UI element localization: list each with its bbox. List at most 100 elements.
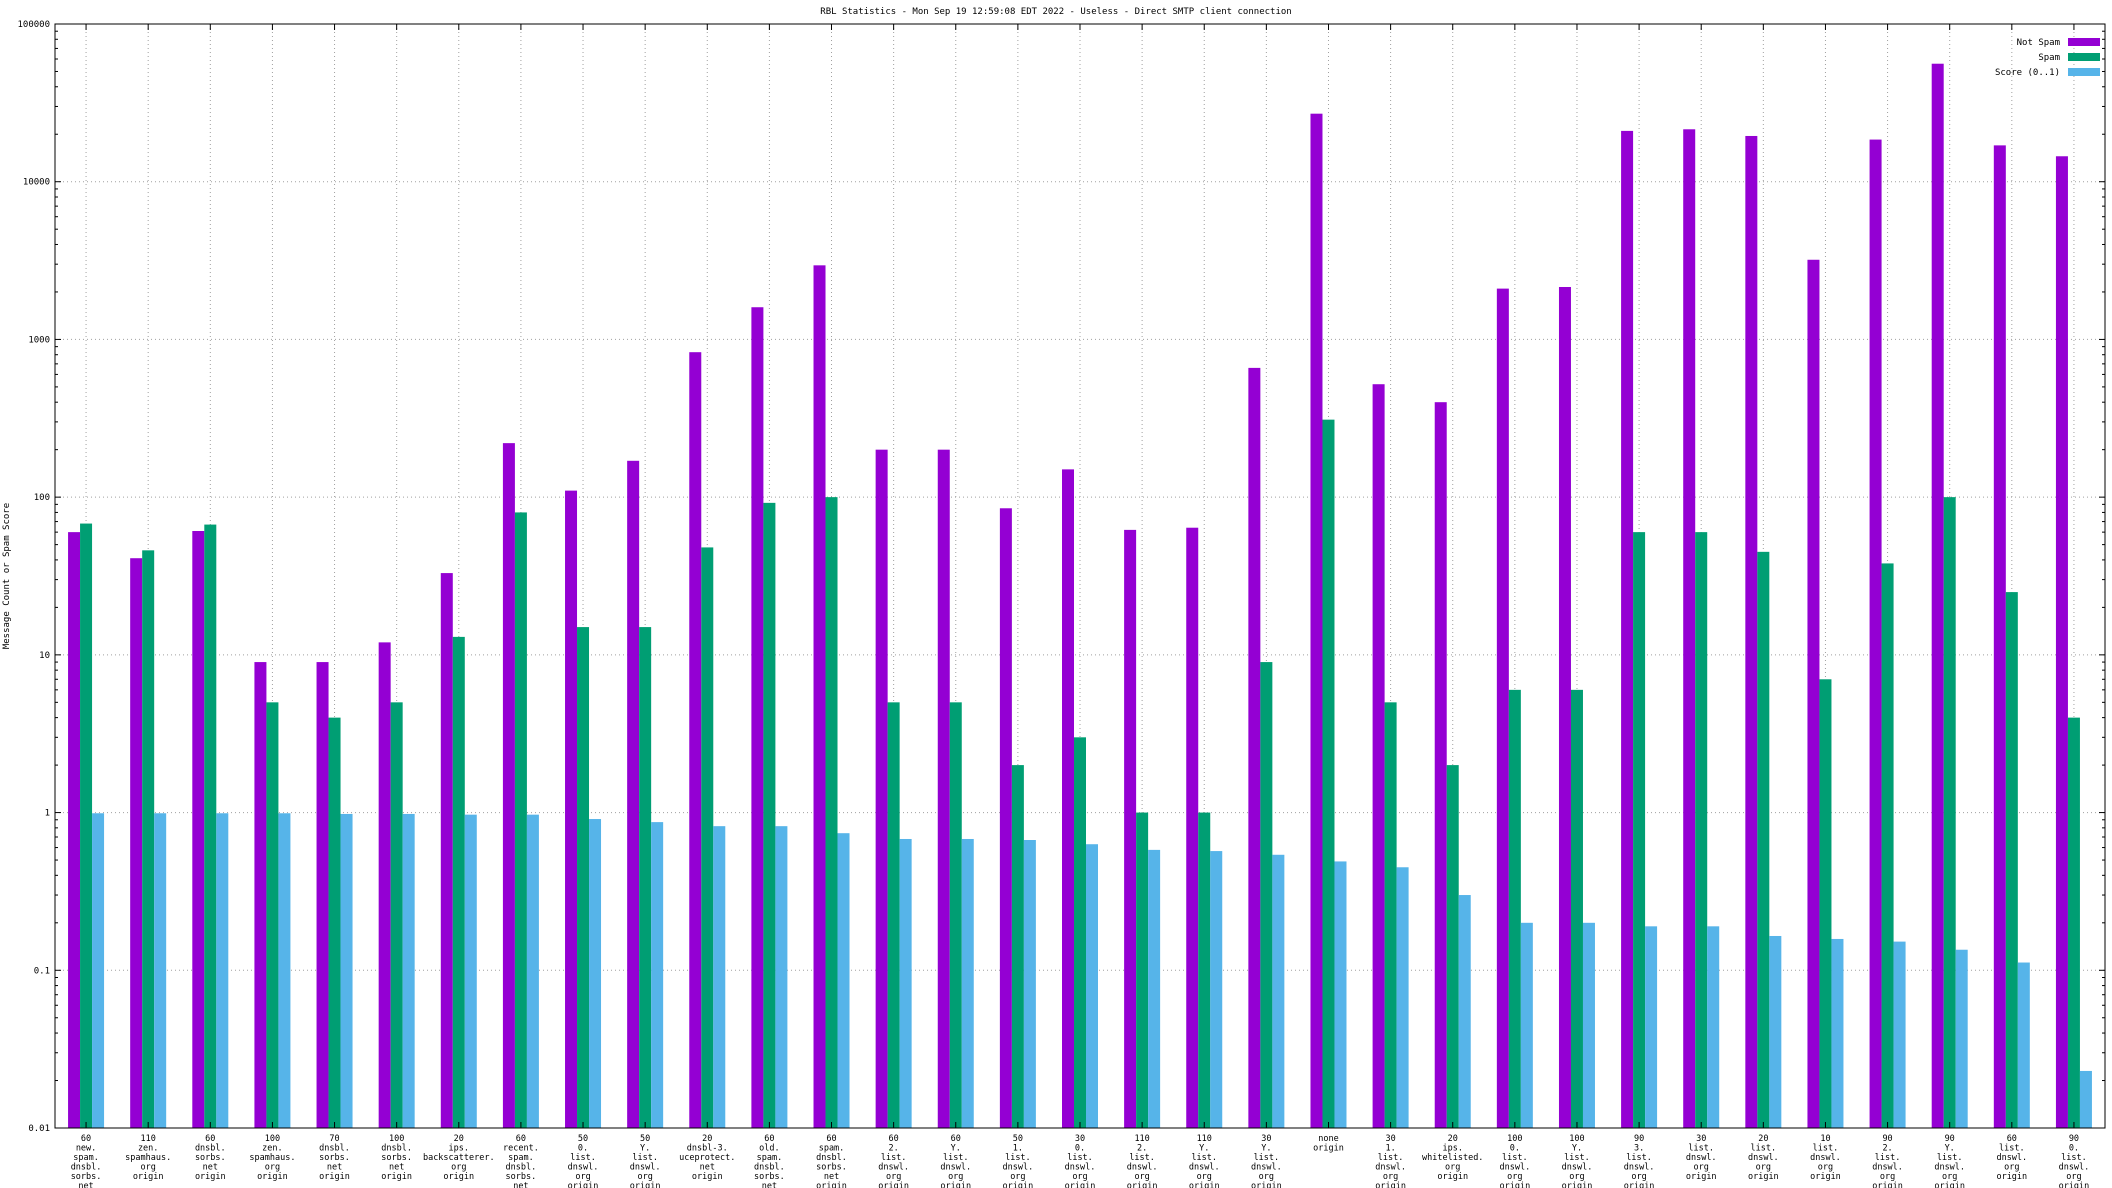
bar-not-spam: [1993, 145, 2006, 1128]
x-tick-label: 30 1. list. dnswl. org origin: [1375, 1134, 1406, 1188]
bar-not-spam: [1372, 384, 1385, 1129]
legend-label: Score (0..1): [1995, 68, 2060, 78]
bar-not-spam: [502, 443, 515, 1128]
bar-spam: [1198, 812, 1211, 1128]
bars: [68, 63, 2092, 1129]
x-tick-label: 60 spam. dnsbl. sorbs. net origin: [816, 1134, 847, 1188]
bar-not-spam: [254, 662, 267, 1128]
bar-not-spam: [1496, 288, 1509, 1128]
bar-spam: [1508, 689, 1521, 1128]
bar-spam: [1260, 662, 1273, 1128]
bar-score-0-1: [1396, 867, 1409, 1128]
bar-spam: [1011, 765, 1024, 1128]
bar-score-0-1: [1272, 854, 1285, 1128]
bar-not-spam: [1807, 259, 1820, 1128]
x-tick-label: 30 Y. list. dnswl. org origin: [1251, 1134, 1282, 1188]
x-tick-label: 90 Y. list. dnswl. org origin: [1934, 1134, 1965, 1188]
bar-spam: [763, 502, 776, 1129]
bar-spam: [825, 497, 838, 1129]
bar-score-0-1: [1645, 926, 1658, 1128]
bar-score-0-1: [1893, 941, 1906, 1128]
y-tick-label: 1: [45, 809, 50, 819]
bar-not-spam: [316, 662, 329, 1128]
bar-spam: [1633, 532, 1646, 1128]
bar-not-spam: [937, 449, 950, 1128]
bar-not-spam: [1869, 139, 1882, 1128]
bar-not-spam: [1186, 527, 1199, 1128]
bar-not-spam: [1124, 529, 1137, 1128]
bar-score-0-1: [2079, 1070, 2092, 1128]
legend-label: Spam: [2038, 53, 2060, 63]
bar-score-0-1: [1955, 949, 1968, 1128]
y-axis-label: Message Count or Spam Score: [2, 503, 12, 649]
chart-title: RBL Statistics - Mon Sep 19 12:59:08 EDT…: [820, 7, 1291, 17]
x-tick-label: 20 ips. backscatterer. org origin: [423, 1134, 495, 1182]
bar-score-0-1: [216, 813, 229, 1128]
y-tick-label: 100000: [17, 20, 50, 30]
x-tick-label: 10 list. dnswl. org origin: [1810, 1134, 1841, 1182]
bar-not-spam: [565, 490, 578, 1129]
bar-score-0-1: [589, 819, 602, 1128]
bar-not-spam: [1931, 63, 1944, 1128]
x-tick-label: 20 list. dnswl. org origin: [1748, 1134, 1779, 1182]
bar-not-spam: [378, 642, 391, 1128]
bar-not-spam: [627, 460, 640, 1129]
x-tick-label: 60 dnsbl. sorbs. net origin: [195, 1134, 226, 1182]
bar-spam: [949, 702, 962, 1128]
bar-spam: [80, 523, 93, 1128]
legend-swatch: [2068, 68, 2100, 76]
bar-spam: [639, 627, 652, 1128]
legend-swatch: [2068, 38, 2100, 46]
x-tick-label: 110 Y. list. dnswl. org origin: [1189, 1134, 1220, 1188]
x-tick-label: 60 2. list. dnswl. org origin: [878, 1134, 909, 1188]
bar-not-spam: [1310, 113, 1323, 1128]
bar-spam: [1819, 679, 1832, 1128]
bar-spam: [1881, 563, 1894, 1128]
bar-spam: [887, 702, 900, 1128]
bar-not-spam: [1434, 402, 1447, 1128]
x-tick-label: 90 3. list. dnswl. org origin: [1624, 1134, 1655, 1188]
bar-spam: [701, 547, 714, 1128]
legend-swatch: [2068, 53, 2100, 61]
bar-spam: [1136, 812, 1149, 1128]
y-tick-label: 10: [39, 651, 50, 661]
bar-not-spam: [192, 530, 205, 1128]
x-tick-label: 100 dnsbl. sorbs. net origin: [381, 1134, 412, 1182]
bar-score-0-1: [1334, 861, 1347, 1128]
bar-score-0-1: [1707, 926, 1720, 1128]
bar-score-0-1: [713, 826, 726, 1128]
bar-score-0-1: [278, 813, 291, 1128]
bar-not-spam: [68, 532, 81, 1128]
x-tick-label: 110 zen. spamhaus. org origin: [125, 1134, 171, 1182]
x-tick-label: 70 dnsbl. sorbs. net origin: [319, 1134, 350, 1182]
bar-not-spam: [1558, 286, 1571, 1128]
bar-not-spam: [1621, 130, 1634, 1129]
x-tick-label: 20 ips. whitelisted. org origin: [1422, 1134, 1483, 1182]
bar-spam: [1322, 419, 1335, 1129]
bar-not-spam: [751, 307, 764, 1128]
bar-score-0-1: [651, 822, 664, 1128]
bar-spam: [328, 717, 341, 1128]
bar-score-0-1: [1582, 922, 1595, 1128]
bar-spam: [2067, 717, 2080, 1128]
x-tick-label: 100 0. list. dnswl. org origin: [1499, 1134, 1530, 1188]
bar-score-0-1: [340, 813, 353, 1128]
bar-score-0-1: [1831, 938, 1844, 1128]
bar-score-0-1: [92, 813, 105, 1128]
x-tick-label: 50 1. list. dnswl. org origin: [1003, 1134, 1034, 1188]
bar-spam: [1074, 737, 1086, 1128]
bar-spam: [1446, 765, 1459, 1128]
bar-spam: [1757, 551, 1770, 1128]
bar-score-0-1: [961, 838, 974, 1128]
bar-spam: [390, 702, 403, 1128]
bar-score-0-1: [154, 813, 167, 1128]
y-tick-label: 1000: [28, 335, 50, 345]
x-tick-label: 100 Y. list. dnswl. org origin: [1562, 1134, 1593, 1188]
y-tick-label: 10000: [23, 178, 50, 188]
x-tick-label: 90 2. list. dnswl. org origin: [1872, 1134, 1903, 1188]
bar-not-spam: [130, 558, 143, 1128]
bar-score-0-1: [2017, 962, 2030, 1128]
